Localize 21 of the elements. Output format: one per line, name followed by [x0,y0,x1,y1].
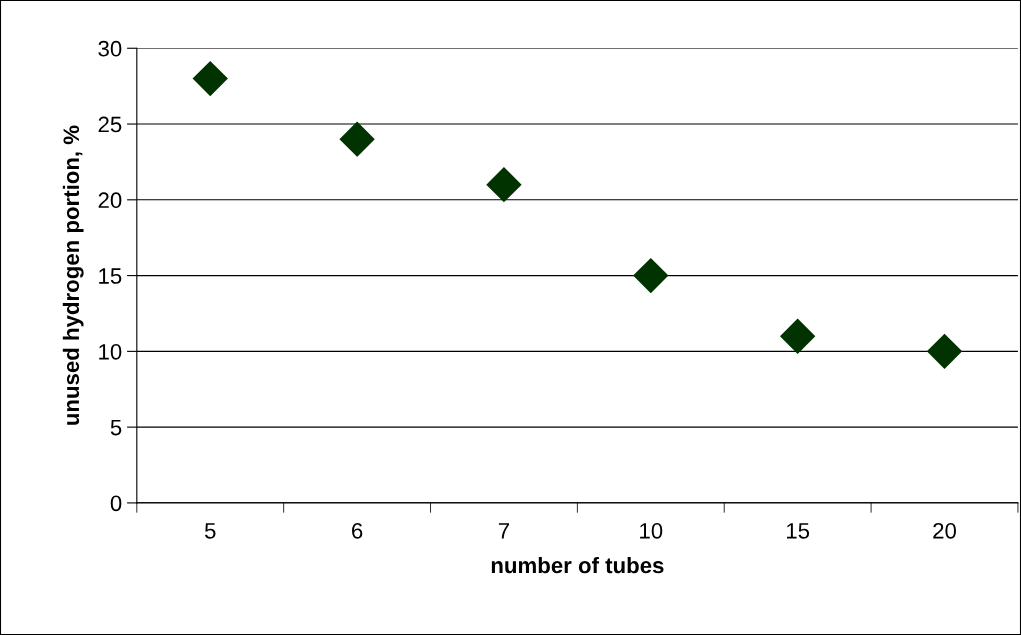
point [486,167,522,203]
point [192,61,228,96]
x-tick-label: 6 [352,522,363,539]
x-tick-label: 15 [786,523,810,539]
point [339,121,375,157]
point [927,333,962,369]
y-tick-label: 30 [98,40,122,57]
point [780,318,816,354]
x-tick-label: 20 [933,522,956,539]
x-tick-label: 10 [640,522,663,539]
y-tick-label: 0 [110,495,122,512]
point [633,258,669,293]
y-tick-label: 5 [110,419,122,436]
x-tick-label: 5 [204,523,216,539]
y-tick-label: 10 [99,343,122,360]
x-axis-title: number of tubes [491,556,664,574]
y-tick-label: 20 [98,192,122,209]
y-axis-title: unused hydrogen portion, % [62,125,84,425]
y-tick-label: 15 [99,268,122,284]
x-tick-label: 7 [498,523,510,539]
y-tick-label: 25 [98,116,122,133]
